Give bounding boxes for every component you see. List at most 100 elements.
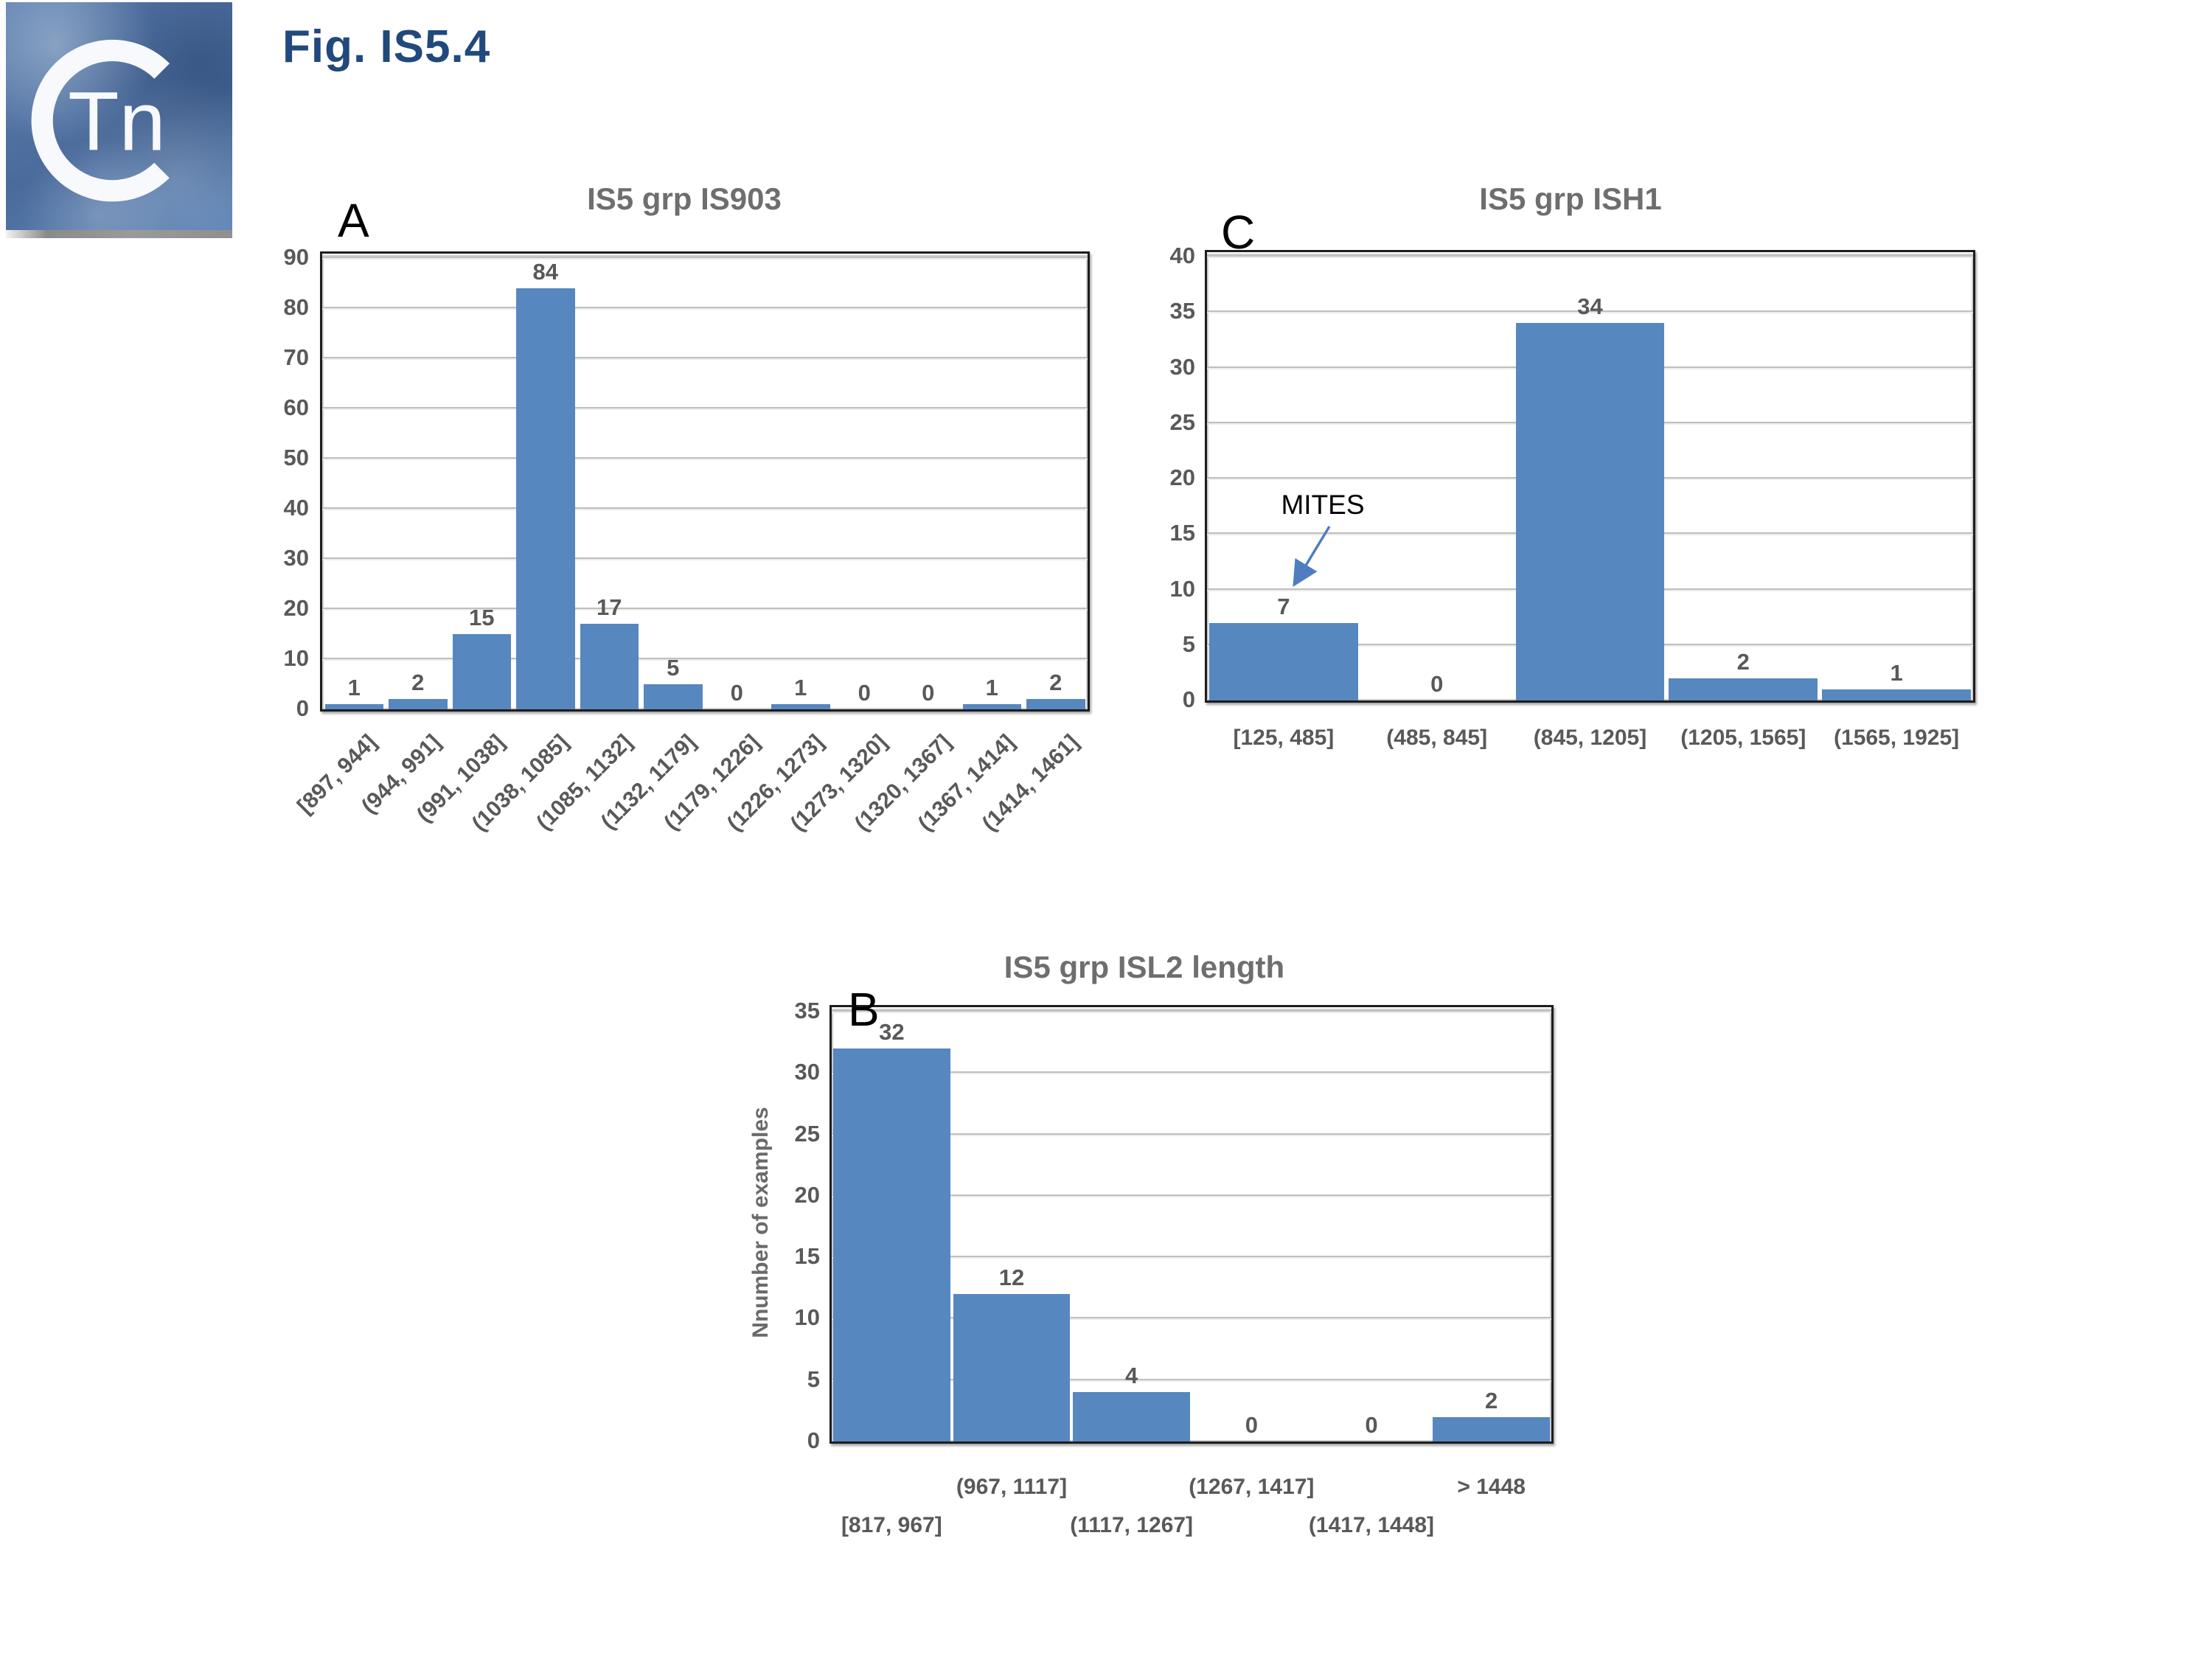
- gridline: [322, 407, 1088, 410]
- gridline: [1207, 310, 1973, 314]
- bar-value-label: 5: [667, 655, 680, 681]
- x-axis-category-label: (1205, 1565]: [1680, 726, 1806, 750]
- figure-title: Fig. IS5.4: [282, 21, 491, 72]
- bar-value-label: 12: [998, 1265, 1025, 1291]
- bar-value-label: 1: [985, 675, 998, 701]
- y-axis-tick-label: 70: [283, 344, 309, 370]
- gridline: [832, 1194, 1551, 1197]
- gridline: [322, 307, 1088, 310]
- tn-logo: Tn: [6, 2, 232, 238]
- chart-c-bar: [1669, 678, 1818, 700]
- gridline: [832, 1010, 1551, 1013]
- mites-arrow-icon: [1279, 518, 1346, 595]
- y-axis-tick-label: 10: [1169, 575, 1195, 602]
- x-axis-category-label: (1117, 1267]: [1070, 1513, 1194, 1537]
- logo-c-ring: [31, 39, 194, 202]
- bar-value-label: 4: [1125, 1363, 1138, 1389]
- y-axis-tick-label: 0: [1182, 686, 1195, 712]
- y-axis-tick-label: 35: [794, 998, 820, 1023]
- y-axis-tick-label: 35: [1169, 298, 1195, 324]
- chart-a-bar: [389, 699, 448, 709]
- chart-c-title: IS5 grp ISH1: [1479, 181, 1662, 216]
- logo-bottom-strip: [6, 230, 232, 238]
- x-axis-category-label: (1267, 1417]: [1189, 1475, 1315, 1499]
- gridline: [832, 1256, 1551, 1259]
- gridline: [322, 357, 1088, 360]
- x-axis-category-label: [817, 967]: [841, 1513, 942, 1537]
- bar-value-label: 0: [730, 680, 743, 706]
- panel-letter-a: A: [338, 194, 369, 247]
- chart-b-bar: [1073, 1392, 1190, 1441]
- bar-value-label: 7: [1277, 593, 1290, 619]
- y-axis-tick-label: 10: [283, 645, 309, 671]
- bar-value-label: 32: [879, 1018, 905, 1045]
- bar-value-label: 2: [411, 669, 425, 696]
- tn-logo-graphic: Tn: [31, 39, 194, 202]
- bar-value-label: 1: [347, 675, 361, 701]
- y-axis-tick-label: 0: [296, 695, 309, 721]
- chart-a-bar: [324, 704, 383, 709]
- chart-c-frame: [1205, 250, 1975, 703]
- x-axis-category-label: (1417, 1448]: [1308, 1513, 1435, 1537]
- bar-value-label: 15: [469, 605, 495, 630]
- y-axis-tick-label: 5: [1182, 630, 1195, 657]
- chart-b-title: IS5 grp ISL2 length: [1004, 950, 1285, 984]
- gridline: [832, 1317, 1551, 1321]
- bar-value-label: 34: [1577, 293, 1603, 320]
- panel-letter-c: C: [1221, 206, 1256, 259]
- y-axis-tick-label: 10: [794, 1304, 820, 1331]
- gridline: [832, 1133, 1551, 1136]
- bar-value-label: 0: [1430, 671, 1444, 697]
- chart-c-bar: [1822, 689, 1971, 700]
- chart-b-bar: [1433, 1416, 1550, 1441]
- y-axis-tick-label: 20: [1169, 465, 1195, 490]
- y-axis-tick-label: 40: [283, 495, 309, 521]
- x-axis-category-label: [125, 485]: [1233, 726, 1335, 750]
- chart-a-frame: [320, 251, 1090, 712]
- bar-value-label: 1: [794, 675, 807, 701]
- chart-a-title: IS5 grp IS903: [587, 181, 782, 216]
- y-axis-tick-label: 40: [1169, 243, 1195, 268]
- gridline: [322, 608, 1088, 611]
- chart-a-bar: [452, 634, 511, 709]
- y-axis-tick-label: 30: [1169, 353, 1195, 380]
- bar-value-label: 0: [922, 680, 935, 706]
- y-axis-tick-label: 60: [283, 394, 309, 420]
- bar-value-label: 0: [1245, 1412, 1258, 1438]
- y-axis-tick-label: 15: [794, 1243, 820, 1270]
- gridline: [322, 557, 1088, 560]
- chart-b-bar: [833, 1048, 950, 1441]
- y-axis-tick-label: 30: [283, 545, 309, 571]
- bar-value-label: 2: [1485, 1387, 1498, 1413]
- bar-value-label: 1: [1890, 659, 1903, 686]
- y-axis-tick-label: 25: [1169, 408, 1195, 435]
- chart-b-bar: [953, 1294, 1071, 1441]
- y-axis-tick-label: 80: [283, 294, 309, 320]
- y-axis-tick-label: 30: [794, 1059, 820, 1085]
- x-axis-category-label: (485, 845]: [1386, 726, 1488, 750]
- y-axis-tick-label: 5: [807, 1366, 820, 1392]
- x-axis-category-label: (967, 1117]: [956, 1475, 1068, 1499]
- chart-a-bar: [1026, 699, 1085, 709]
- bar-value-label: 17: [597, 594, 622, 621]
- chart-a-bar: [516, 288, 575, 709]
- gridline: [322, 507, 1088, 510]
- chart-a-bar: [644, 684, 703, 709]
- bar-value-label: 84: [532, 258, 558, 285]
- chart-c-bar: [1209, 622, 1358, 700]
- chart-a-bar: [580, 624, 639, 709]
- chart-b-frame: [830, 1005, 1554, 1444]
- chart-a-bar: [962, 704, 1021, 709]
- gridline: [832, 1071, 1551, 1075]
- y-axis-tick-label: 0: [807, 1427, 820, 1453]
- gridline: [322, 658, 1088, 661]
- y-axis-tick-label: 90: [283, 244, 309, 270]
- gridline: [322, 257, 1088, 260]
- y-axis-tick-label: 20: [794, 1181, 820, 1208]
- gridline: [832, 1378, 1551, 1382]
- mites-annotation: MITES: [1281, 490, 1365, 520]
- x-axis-category-label: (845, 1205]: [1533, 726, 1647, 750]
- bar-value-label: 2: [1049, 669, 1062, 696]
- x-axis-category-label: (1565, 1925]: [1834, 726, 1960, 750]
- y-axis-tick-label: 15: [1169, 520, 1195, 546]
